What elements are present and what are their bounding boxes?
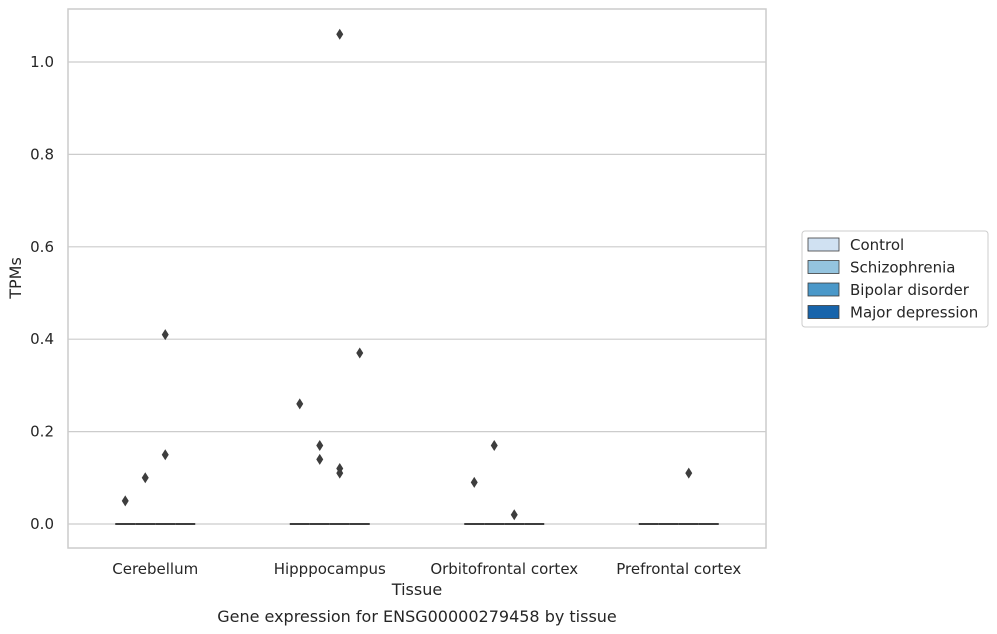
outlier-point <box>470 476 478 488</box>
legend-swatch <box>807 282 840 297</box>
y-tick-label: 0.8 <box>30 145 54 163</box>
legend-swatch <box>807 237 840 252</box>
y-tick-label: 0.2 <box>30 423 54 441</box>
legend-swatch <box>807 305 840 319</box>
legend-label: Bipolar disorder <box>850 281 970 299</box>
x-tick-label: Hipppocampus <box>274 560 386 578</box>
outlier-point <box>336 467 344 479</box>
x-tick-label: Orbitofrontal cortex <box>430 560 578 578</box>
y-tick-label: 1.0 <box>30 53 54 71</box>
outlier-point <box>316 453 324 465</box>
chart-caption: Gene expression for ENSG00000279458 by t… <box>217 607 617 626</box>
y-tick-label: 0.0 <box>30 515 54 533</box>
legend-label: Control <box>850 236 904 254</box>
outlier-point <box>161 449 169 461</box>
outlier-point <box>121 495 129 507</box>
outlier-point <box>296 398 304 410</box>
outlier-point <box>510 509 518 521</box>
outlier-point <box>336 28 344 40</box>
legend-label: Schizophrenia <box>850 259 955 277</box>
x-tick-label: Cerebellum <box>112 560 198 578</box>
outlier-point <box>141 472 149 484</box>
y-tick-label: 0.4 <box>30 330 54 348</box>
legend: Control Schizophrenia Bipolar disorder Majo… <box>801 230 989 328</box>
outlier-point <box>161 329 169 341</box>
outlier-point <box>356 347 364 359</box>
legend-label: Major depression <box>850 304 978 322</box>
legend-swatch <box>807 260 840 274</box>
legend-frame <box>801 230 989 328</box>
outlier-point <box>490 439 498 451</box>
outlier-point <box>685 467 693 479</box>
plot-frame <box>67 8 767 549</box>
y-tick-label: 0.6 <box>30 238 54 256</box>
x-tick-label: Prefrontal cortex <box>616 560 741 578</box>
x-axis-label: Tissue <box>391 580 442 599</box>
y-axis-label: TPMs <box>6 257 25 300</box>
outlier-point <box>316 439 324 451</box>
